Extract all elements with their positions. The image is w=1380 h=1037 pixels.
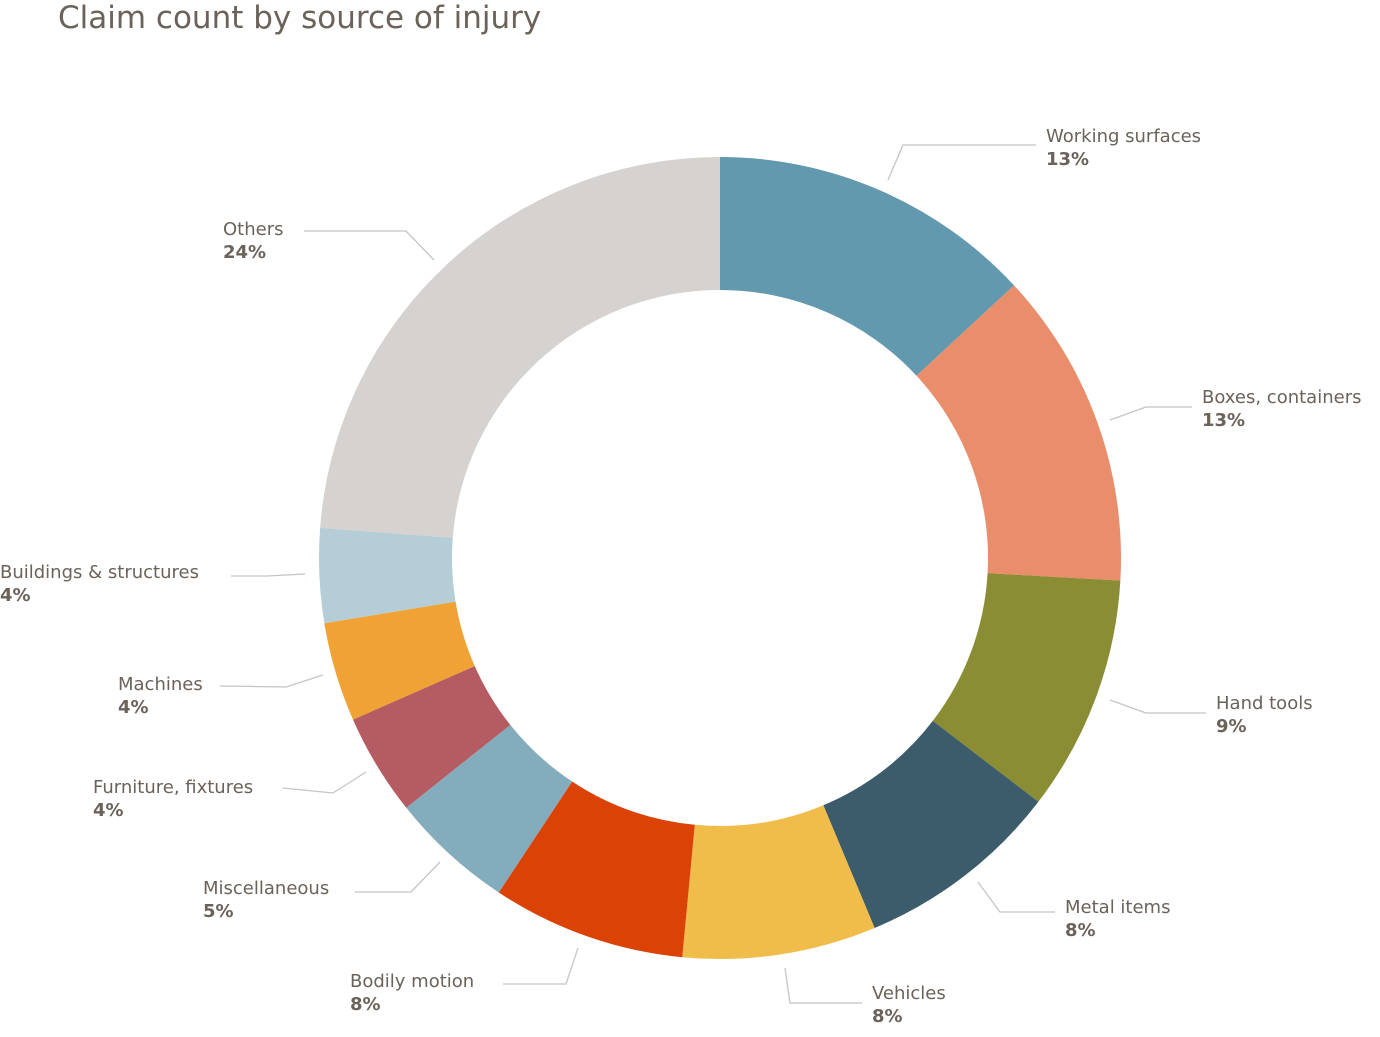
data-label-percent: 8% <box>872 1006 903 1027</box>
data-label-name: Machines <box>118 674 203 695</box>
data-label-name: Miscellaneous <box>203 878 330 899</box>
slice-vehicles <box>682 805 875 959</box>
data-label-name: Vehicles <box>872 983 946 1004</box>
data-label-name: Bodily motion <box>350 971 475 992</box>
leader-line <box>282 771 367 794</box>
slice-miscellaneous <box>406 724 573 893</box>
data-label-percent: 13% <box>1046 149 1090 170</box>
slice-buildings-structures <box>318 527 456 624</box>
data-label: Machines 4% <box>118 673 203 719</box>
data-label: Others 24% <box>223 218 284 264</box>
data-label: Miscellaneous 5% <box>203 877 329 923</box>
leader-line <box>355 861 441 893</box>
slice-furniture-fixtures <box>352 665 511 808</box>
data-label: Hand tools 9% <box>1216 692 1313 738</box>
leader-line <box>977 881 1055 913</box>
data-label-percent: 13% <box>1202 410 1246 431</box>
data-label-percent: 8% <box>350 994 381 1015</box>
data-label: Boxes, containers 13% <box>1202 386 1361 432</box>
slice-hand-tools <box>932 573 1121 802</box>
data-label-name: Buildings & structures <box>0 562 199 583</box>
data-label: Working surfaces 13% <box>1046 125 1201 171</box>
slice-metal-items <box>823 720 1039 928</box>
chart-title: Claim count by source of injury <box>58 0 542 36</box>
data-label-name: Hand tools <box>1216 693 1313 714</box>
data-label-name: Others <box>223 219 284 240</box>
data-label: Vehicles 8% <box>872 982 946 1028</box>
slice-boxes-containers <box>916 285 1121 581</box>
data-label-percent: 24% <box>223 242 267 263</box>
data-label: Metal items 8% <box>1065 896 1170 942</box>
data-label-percent: 9% <box>1216 716 1247 737</box>
data-label-name: Working surfaces <box>1046 126 1202 147</box>
data-label-name: Furniture, fixtures <box>93 777 254 798</box>
leader-line <box>1109 699 1206 714</box>
leader-line <box>304 230 435 261</box>
slice-bodily-motion <box>498 781 695 958</box>
leader-line <box>231 573 306 577</box>
data-label-percent: 4% <box>93 800 124 821</box>
data-label-percent: 4% <box>118 697 149 718</box>
slice-machines <box>324 601 475 720</box>
leader-line <box>887 144 1036 181</box>
data-label-name: Boxes, containers <box>1202 387 1362 408</box>
data-label-percent: 5% <box>203 901 234 922</box>
leader-line <box>1109 406 1192 421</box>
leader-line <box>784 967 862 1004</box>
leader-line <box>503 947 579 985</box>
data-label: Buildings & structures 4% <box>0 561 199 607</box>
slice-working-surfaces <box>720 157 1015 376</box>
data-label-percent: 4% <box>0 585 31 606</box>
data-label: Bodily motion 8% <box>350 970 474 1016</box>
slice-others <box>320 157 720 538</box>
data-label-name: Metal items <box>1065 897 1171 918</box>
data-label-percent: 8% <box>1065 920 1096 941</box>
data-label: Furniture, fixtures 4% <box>93 776 253 822</box>
leader-line <box>219 674 324 688</box>
